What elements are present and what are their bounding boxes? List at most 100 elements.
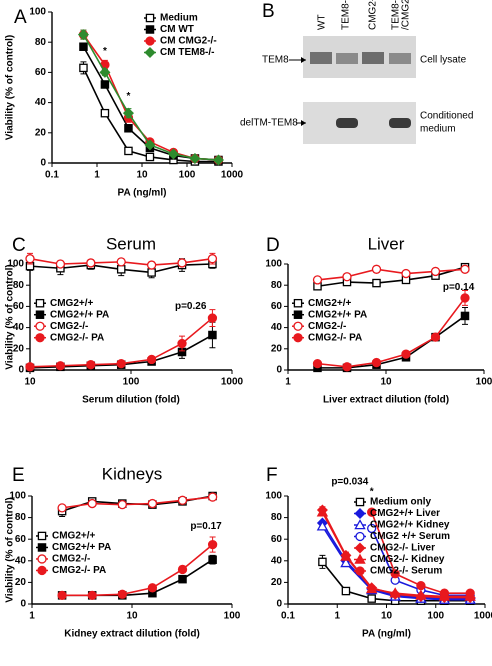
marker	[460, 311, 470, 321]
lane-label: CMG2-/-	[368, 0, 379, 30]
x-tick-label: 1	[285, 377, 291, 388]
marker	[439, 588, 450, 598]
y-tick-label: 0	[276, 599, 282, 610]
legend-label: CMG2-/-	[308, 321, 346, 332]
legend-label: Medium only	[370, 497, 432, 508]
legend-label: CMG2-/- PA	[308, 332, 362, 343]
marker	[25, 362, 35, 372]
marker	[312, 275, 323, 285]
y-tick-label: 60	[35, 67, 47, 78]
marker	[208, 555, 217, 564]
marker	[147, 583, 158, 593]
marker	[371, 357, 382, 368]
marker	[189, 152, 201, 164]
legend-marker	[293, 321, 303, 331]
y-tick-label: 60	[271, 301, 283, 312]
marker	[401, 349, 411, 359]
x-tick-label: 1	[94, 170, 100, 181]
series-line	[317, 315, 466, 369]
y-tick-label: 20	[271, 343, 283, 354]
x-tick-label: 0.1	[281, 611, 295, 622]
y-tick-label: 80	[35, 37, 47, 48]
marker	[365, 582, 378, 594]
x-tick-label: 100	[179, 170, 196, 181]
marker	[122, 107, 134, 119]
y-tick-label: 80	[13, 280, 25, 291]
y-tick-label: 20	[35, 127, 47, 138]
lane-label: TEM8-/-	[391, 0, 402, 30]
legend-marker	[35, 333, 45, 343]
marker	[372, 278, 381, 288]
legend-label: CM WT	[160, 24, 194, 35]
marker	[430, 332, 441, 342]
y-tick-label: 80	[271, 512, 283, 523]
legend-label: CMG2-/- Liver	[370, 543, 435, 554]
marker	[147, 498, 158, 509]
row-side-label: medium	[420, 124, 456, 135]
marker	[208, 330, 217, 340]
marker	[312, 358, 323, 369]
y-tick-label: 40	[13, 322, 25, 333]
x-tick-label: 1000	[474, 611, 492, 622]
y-tick-label: 20	[271, 577, 283, 588]
marker	[25, 254, 35, 264]
legend-label: CM CMG2-/-	[160, 36, 217, 47]
marker	[207, 492, 218, 502]
legend-label: CMG2-/- PA	[50, 332, 104, 343]
marker	[116, 265, 126, 274]
y-tick-label: 0	[18, 365, 24, 376]
x-tick-label: 1	[334, 611, 340, 622]
marker	[147, 268, 156, 277]
marker	[116, 358, 126, 369]
band	[336, 118, 358, 128]
marker	[342, 362, 352, 372]
legend-label: CMG2+/+	[50, 298, 94, 309]
y-axis-label: Viability (% of control)	[5, 264, 16, 369]
marker	[371, 264, 382, 274]
legend-marker	[37, 531, 47, 541]
marker	[367, 523, 377, 534]
x-tick-label: 0.1	[45, 170, 59, 181]
y-tick-label: 40	[15, 555, 27, 566]
legend-marker	[145, 36, 155, 46]
legend-marker	[37, 565, 47, 576]
panel-letter: A	[14, 7, 27, 28]
chart-panel: C Serum 0 20 40 60 80 100 10 100 1000 Serum dilutio…	[5, 234, 244, 405]
marker	[212, 154, 224, 166]
legend-label: CMG2+/+	[308, 298, 352, 309]
legend-marker	[354, 507, 366, 520]
legend-marker	[354, 519, 366, 530]
marker	[86, 258, 96, 268]
x-axis-label: Serum dilution (fold)	[82, 395, 180, 406]
panel-title: Liver	[368, 234, 405, 253]
marker	[342, 272, 352, 282]
x-tick-label: 1	[29, 611, 35, 622]
x-tick-label: 10	[381, 611, 393, 622]
marker	[460, 264, 470, 274]
marker	[207, 539, 218, 550]
marker	[390, 569, 400, 579]
marker	[146, 354, 157, 365]
arrow-head	[301, 120, 306, 126]
y-tick-label: 100	[9, 491, 26, 502]
marker	[430, 266, 441, 277]
x-tick-label: 10	[380, 377, 392, 388]
y-tick-label: 0	[40, 158, 46, 169]
marker	[87, 498, 97, 509]
legend-label: CMG2-/- PA	[52, 565, 106, 576]
x-tick-label: 100	[224, 611, 241, 622]
series-line	[317, 268, 466, 281]
marker	[178, 574, 187, 584]
panel-title: Serum	[106, 234, 156, 253]
annotation: p=0.26	[175, 301, 207, 312]
marker	[100, 108, 110, 118]
marker	[316, 520, 329, 531]
annotation: *	[103, 46, 107, 57]
marker	[117, 499, 127, 510]
marker	[146, 260, 157, 270]
x-tick-label: 10	[136, 170, 148, 181]
marker	[117, 589, 127, 599]
marker	[207, 254, 218, 264]
x-tick-label: 10	[126, 611, 138, 622]
legend-marker	[35, 321, 45, 331]
